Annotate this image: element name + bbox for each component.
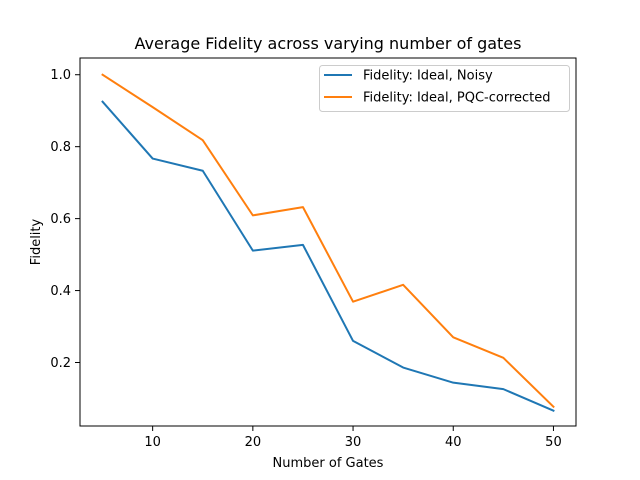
series-layer bbox=[101, 73, 555, 413]
x-axis-label: Number of Gates bbox=[273, 456, 384, 471]
series-line-2 bbox=[101, 73, 555, 409]
x-axis: 10 20 30 40 50 bbox=[144, 426, 562, 450]
series-line-1 bbox=[101, 100, 555, 413]
y-axis-label: Fidelity bbox=[29, 218, 44, 265]
x-tick-label: 20 bbox=[245, 435, 262, 450]
x-tick-label: 50 bbox=[545, 435, 562, 450]
x-tick-label: 10 bbox=[144, 435, 161, 450]
y-tick-label: 1.0 bbox=[50, 68, 71, 83]
y-tick-label: 0.2 bbox=[50, 356, 71, 371]
chart-title: Average Fidelity across varying number o… bbox=[135, 34, 522, 53]
legend-box bbox=[319, 65, 570, 112]
legend-label-1: Fidelity: Ideal, Noisy bbox=[363, 69, 493, 84]
y-tick-label: 0.4 bbox=[50, 284, 71, 299]
legend-label-2: Fidelity: Ideal, PQC-corrected bbox=[363, 91, 551, 106]
y-tick-label: 0.6 bbox=[50, 212, 71, 227]
x-tick-label: 30 bbox=[345, 435, 362, 450]
legend: Fidelity: Ideal, Noisy Fidelity: Ideal, P… bbox=[319, 65, 570, 112]
plot-frame bbox=[79, 57, 577, 427]
x-tick-label: 40 bbox=[445, 435, 462, 450]
y-axis: 0.2 0.4 0.6 0.8 1.0 bbox=[50, 68, 80, 371]
y-tick-label: 0.8 bbox=[50, 140, 71, 155]
